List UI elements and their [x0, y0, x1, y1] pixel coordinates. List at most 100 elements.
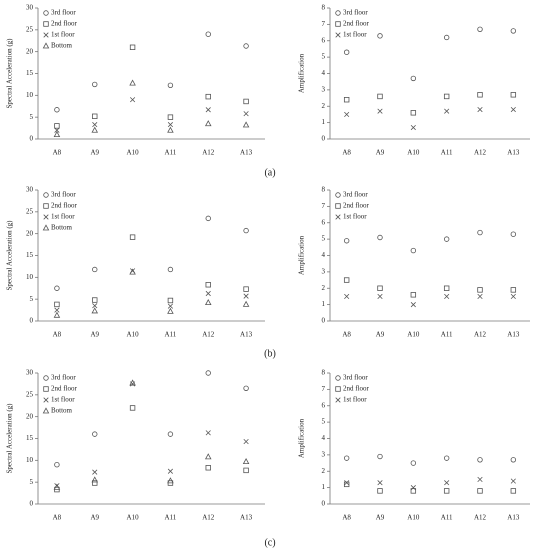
data-point — [92, 122, 98, 128]
data-point — [92, 266, 98, 273]
data-point — [477, 293, 483, 300]
y-tick-label: 5 — [322, 53, 326, 61]
data-point — [344, 293, 350, 300]
data-point — [53, 130, 61, 138]
data-point — [477, 229, 483, 236]
x-tick-label: A12 — [202, 514, 215, 522]
legend-label: 2nd floor — [51, 20, 78, 28]
y-tick-label: 3 — [322, 450, 326, 458]
y-tick-label: 20 — [26, 47, 34, 55]
data-point — [443, 285, 450, 291]
data-point — [477, 287, 483, 293]
data-point — [205, 215, 211, 222]
legend-marker — [42, 42, 50, 49]
data-point — [410, 488, 417, 494]
legend-marker — [43, 375, 49, 381]
y-tick-label: 7 — [322, 20, 326, 28]
data-point — [343, 238, 350, 244]
data-point — [477, 457, 483, 463]
y-tick-label: 15 — [26, 434, 34, 442]
legend-label: 2nd floor — [51, 385, 78, 393]
data-point — [167, 266, 174, 273]
data-point — [243, 293, 249, 299]
x-tick-label: A11 — [165, 331, 177, 339]
data-point — [243, 438, 249, 445]
y-tick-label: 2 — [322, 284, 326, 292]
x-tick-label: A8 — [342, 514, 351, 522]
legend-marker — [335, 214, 341, 220]
legend-marker — [43, 386, 49, 392]
data-point — [54, 307, 60, 313]
x-tick-label: A11 — [441, 514, 453, 522]
legend-label: 3rd floor — [51, 9, 76, 17]
y-tick-label: 1 — [322, 300, 326, 308]
x-tick-label: A11 — [165, 514, 177, 522]
y-tick-label: 10 — [26, 91, 34, 99]
y-tick-label: 8 — [322, 369, 326, 377]
legend-marker — [43, 397, 49, 403]
data-point — [54, 123, 60, 129]
data-point — [510, 478, 516, 484]
data-point — [443, 34, 450, 41]
y-tick-label: 0 — [322, 135, 326, 143]
data-point — [167, 82, 174, 88]
data-point — [377, 33, 383, 39]
data-point — [477, 488, 483, 494]
legend-marker — [43, 10, 49, 16]
data-point — [410, 75, 417, 82]
x-tick-label: A9 — [376, 514, 385, 522]
y-tick-label: 5 — [322, 418, 326, 426]
data-point — [205, 465, 211, 471]
data-point — [344, 111, 350, 118]
data-point — [343, 455, 350, 461]
data-point — [92, 297, 98, 303]
legend-marker — [335, 397, 341, 403]
data-point — [377, 234, 383, 241]
y-tick-label: 25 — [26, 390, 34, 398]
x-tick-label: A10 — [407, 514, 420, 522]
y-tick-label: 30 — [26, 369, 34, 377]
y-axis-label: Amplification — [298, 418, 306, 458]
y-tick-label: 1 — [322, 118, 326, 126]
caption: (a) — [264, 167, 275, 178]
legend-marker — [335, 375, 341, 381]
y-tick-label: 30 — [26, 4, 34, 12]
data-point — [410, 485, 416, 491]
x-tick-label: A11 — [441, 331, 453, 339]
data-point — [343, 49, 350, 55]
data-point — [130, 97, 136, 103]
data-point — [167, 303, 173, 309]
data-point — [204, 453, 212, 460]
x-tick-label: A13 — [507, 514, 520, 522]
data-point — [343, 277, 350, 283]
data-point — [167, 431, 174, 437]
legend-label: 2nd floor — [343, 385, 370, 393]
data-point — [167, 468, 173, 474]
data-point — [91, 476, 99, 483]
data-point — [410, 110, 417, 116]
data-point — [54, 285, 60, 291]
y-tick-label: 3 — [322, 267, 326, 275]
y-tick-label: 6 — [322, 36, 326, 44]
x-tick-label: A10 — [127, 149, 140, 157]
data-point — [205, 370, 211, 376]
x-tick-label: A13 — [240, 331, 253, 339]
caption: (b) — [264, 348, 276, 359]
x-tick-label: A11 — [165, 149, 177, 157]
data-point — [510, 488, 517, 494]
legend-marker — [335, 386, 341, 392]
data-point — [243, 286, 249, 292]
y-tick-label: 6 — [322, 218, 326, 226]
x-tick-label: A12 — [202, 149, 215, 157]
x-tick-label: A10 — [127, 331, 140, 339]
data-point — [53, 483, 61, 490]
x-tick-label: A12 — [474, 149, 487, 157]
y-axis-label: Spectral Acceleration (g) — [6, 38, 14, 109]
x-tick-label: A13 — [507, 149, 520, 157]
legend-label: 1st floor — [51, 213, 75, 221]
y-tick-label: 10 — [26, 273, 34, 281]
y-tick-label: 10 — [26, 456, 34, 464]
data-point — [92, 431, 98, 437]
data-point — [344, 480, 350, 486]
data-point — [205, 107, 211, 113]
